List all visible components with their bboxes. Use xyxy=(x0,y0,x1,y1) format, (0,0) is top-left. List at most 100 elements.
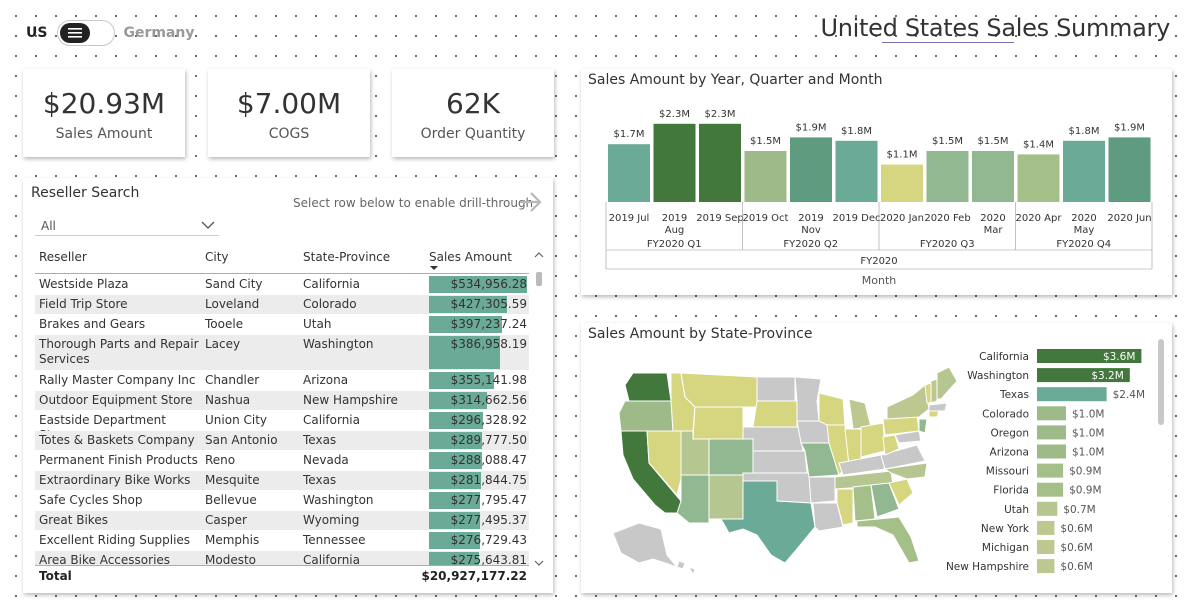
kpi-label: Sales Amount xyxy=(55,126,153,142)
x-tick-label: Nov xyxy=(801,225,821,236)
map-state-north-carolina xyxy=(883,462,928,480)
state-list-scrollbar[interactable] xyxy=(1158,339,1164,425)
reseller-slicer-dropdown[interactable]: All xyxy=(35,214,219,236)
column-bar[interactable] xyxy=(790,137,832,202)
data-bar xyxy=(429,336,500,369)
table-row[interactable]: Eastside Department StoreUnion CityCalif… xyxy=(35,411,529,442)
table-row[interactable]: Safe Cycles Shop Bellevue Washington $277,7… xyxy=(35,491,529,511)
map-state-new-jersey xyxy=(918,418,928,434)
sales-value: $386,958.19 xyxy=(450,337,527,351)
table-row[interactable]: Brakes and Gears Tooele Utah $397,237.24 xyxy=(35,315,529,335)
cell-reseller: Area Bike Accessories xyxy=(39,553,171,565)
column-bar[interactable] xyxy=(972,151,1014,202)
column-header-state[interactable]: State-Province xyxy=(303,250,391,264)
state-bar[interactable] xyxy=(1037,482,1064,497)
kpi-card-sales-amount: $20.93M Sales Amount xyxy=(23,69,185,157)
table-row[interactable]: Excellent Riding Supplies Memphis Tennesse… xyxy=(35,531,529,551)
map-state-new-hampshire xyxy=(930,378,938,404)
toggle-label-germany[interactable]: Germany xyxy=(123,25,195,41)
reseller-search-card: Reseller Search Select row below to enab… xyxy=(23,178,553,593)
quarter-label: FY2020 Q2 xyxy=(783,239,838,250)
column-bar[interactable] xyxy=(835,140,878,202)
table-row[interactable]: Rally Master Company Inc Chandler Arizona $… xyxy=(35,371,529,391)
table-row[interactable]: Area Bike Accessories Modesto California $2… xyxy=(35,551,529,565)
state-bar[interactable] xyxy=(1037,349,1142,363)
kpi-value: 62K xyxy=(446,87,500,120)
chevron-down-icon xyxy=(201,221,215,229)
state-label: New Hampshire xyxy=(946,561,1029,573)
data-label: $2.3M xyxy=(705,109,736,120)
sales-by-state-card: California $3.6M Washington $3.2M Texas $2.4M… xyxy=(581,323,1172,593)
cell-state: Tennessee xyxy=(303,533,366,547)
data-bar xyxy=(429,452,482,469)
kpi-card-cogs: $7.00M COGS xyxy=(208,69,370,157)
data-label: $1.9M xyxy=(1114,122,1145,133)
scrollbar-thumb[interactable] xyxy=(536,272,542,286)
column-header-sales-amount[interactable]: Sales Amount xyxy=(429,250,512,264)
state-bar[interactable] xyxy=(1037,368,1130,383)
x-tick-label: 2020 xyxy=(980,213,1005,224)
x-tick-label: May xyxy=(1074,225,1095,236)
state-value-label: $0.9M xyxy=(1069,485,1101,497)
column-bar[interactable] xyxy=(744,151,787,202)
table-row[interactable]: Field Trip Store Loveland Colorado $427,305… xyxy=(35,295,529,315)
state-bar[interactable] xyxy=(1037,520,1055,535)
state-value-label: $1.0M xyxy=(1072,427,1104,439)
cell-sales-amount: $275,643.81 xyxy=(429,551,529,565)
data-label: $1.5M xyxy=(978,136,1009,147)
data-label: $1.1M xyxy=(887,150,918,161)
column-bar[interactable] xyxy=(1063,140,1105,202)
column-bar[interactable] xyxy=(1017,154,1060,202)
data-label: $1.4M xyxy=(1023,139,1054,150)
arrow-right-icon[interactable] xyxy=(518,190,544,214)
kpi-card-order-quantity: 62K Order Quantity xyxy=(392,69,554,157)
table-row[interactable]: Extraordinary Bike Works Mesquite Texas $28… xyxy=(35,471,529,491)
state-label: Washington xyxy=(967,370,1029,382)
switch-knob[interactable] xyxy=(60,23,91,43)
cell-city: Memphis xyxy=(205,533,260,547)
column-bar[interactable] xyxy=(926,151,969,202)
total-label: Total xyxy=(39,569,72,583)
state-value-label: $2.4M xyxy=(1113,389,1145,401)
table-scrollbar[interactable] xyxy=(533,250,545,570)
column-header-city[interactable]: City xyxy=(205,250,229,264)
data-label: $1.5M xyxy=(932,136,963,147)
data-bar xyxy=(429,532,480,549)
us-filled-map[interactable] xyxy=(581,323,1172,593)
column-bar[interactable] xyxy=(881,164,923,202)
sales-value: $277,795.47 xyxy=(450,493,527,507)
state-bar[interactable] xyxy=(1037,501,1058,516)
column-bar[interactable] xyxy=(1108,137,1151,202)
cell-reseller: Totes & Baskets Company xyxy=(39,433,195,447)
state-bar[interactable] xyxy=(1037,559,1055,574)
table-row[interactable]: Great Bikes Casper Wyoming $277,495.37 xyxy=(35,511,529,531)
state-bar[interactable] xyxy=(1037,540,1055,554)
x-tick-label: 2020 Apr xyxy=(1016,213,1063,224)
data-bar xyxy=(429,432,482,449)
x-tick-label: 2020 Jun xyxy=(1107,213,1151,224)
table-row[interactable]: Thorough Parts and Repair Services Lacey W… xyxy=(35,335,529,371)
sort-descending-icon xyxy=(430,266,438,270)
table-row[interactable]: Westside Plaza Sand City California $534,95… xyxy=(35,275,529,295)
page-title: United States Sales Summary xyxy=(820,14,1170,42)
map-states[interactable] xyxy=(612,366,958,577)
scroll-up-icon[interactable] xyxy=(533,250,545,260)
state-bar[interactable] xyxy=(1037,387,1107,402)
column-bar[interactable] xyxy=(699,123,741,202)
state-label: Utah xyxy=(1004,504,1029,516)
country-switch[interactable] xyxy=(57,20,116,46)
table-row[interactable]: Permanent Finish Products Reno Nevada $288,… xyxy=(35,451,529,471)
table-row[interactable]: Totes & Baskets Company San Antonio Texas $… xyxy=(35,431,529,451)
column-header-reseller[interactable]: Reseller xyxy=(39,250,87,264)
x-tick-label: 2019 Dec xyxy=(833,213,881,224)
scroll-down-icon[interactable] xyxy=(533,558,545,568)
state-bar[interactable] xyxy=(1037,406,1066,421)
state-bar[interactable] xyxy=(1037,425,1066,440)
column-bar[interactable] xyxy=(608,144,650,202)
menu-lines-icon xyxy=(68,28,83,38)
x-tick-label: 2019 Jul xyxy=(609,213,650,224)
column-bar[interactable] xyxy=(653,123,696,202)
state-bar[interactable] xyxy=(1037,463,1064,478)
state-bar[interactable] xyxy=(1037,444,1066,459)
table-row[interactable]: Outdoor Equipment Store Nashua New Hampshi… xyxy=(35,391,529,411)
